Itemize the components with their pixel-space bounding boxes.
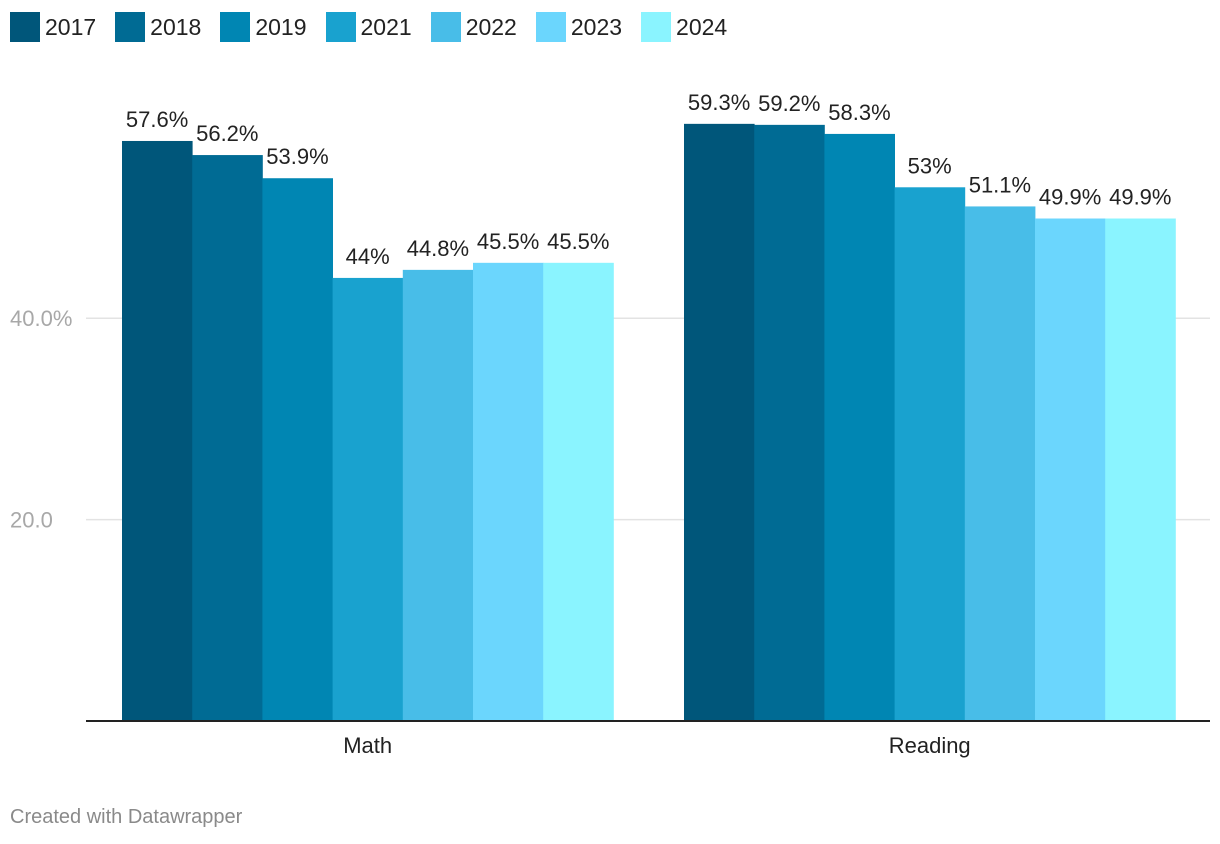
bar-math-2023 (473, 262, 544, 721)
legend-swatch (220, 12, 251, 42)
legend-item-2018: 2018 (115, 12, 201, 42)
y-tick-label: 40.0% (10, 306, 72, 331)
legend-label: 2019 (255, 13, 307, 40)
bar-reading-2019 (824, 133, 895, 721)
bar-chart: 20.0 40.0% 57.6% 56.2% 53.9% 44% 44.8% 45.5% 45.… (10, 90, 1210, 758)
legend-label: 2024 (676, 13, 728, 40)
value-label: 44% (346, 244, 390, 269)
legend-swatch (325, 12, 356, 42)
value-label: 53.9% (266, 144, 328, 169)
bar-reading-2018 (754, 124, 825, 721)
legend-swatch (115, 12, 146, 42)
x-category-label: Math (343, 733, 392, 758)
value-label: 58.3% (828, 100, 890, 125)
value-label: 45.5% (547, 229, 609, 254)
legend-item-2017: 2017 (10, 12, 96, 42)
bar-math-2017 (122, 140, 193, 721)
y-tick-label: 20.0 (10, 508, 53, 533)
legend-item-2019: 2019 (220, 12, 307, 42)
legend-label: 2022 (465, 13, 517, 40)
datawrapper-credit: Created with Datawrapper (10, 806, 243, 828)
legend-label: 2018 (150, 13, 202, 40)
bar-reading-2017 (684, 123, 755, 721)
value-label: 53% (908, 153, 952, 178)
legend-item-2021: 2021 (325, 12, 412, 42)
legend-item-2022: 2022 (430, 12, 517, 42)
value-label: 57.6% (126, 107, 188, 132)
x-category-label: Reading (889, 733, 971, 758)
value-label: 44.8% (407, 236, 469, 261)
value-label: 59.2% (758, 91, 820, 116)
bar-math-2022 (402, 269, 474, 721)
value-label: 49.9% (1039, 185, 1101, 210)
legend-label: 2021 (360, 13, 412, 40)
bar-math-2019 (262, 178, 333, 722)
legend-swatch (641, 12, 672, 42)
value-label: 59.3% (688, 90, 750, 115)
value-label: 56.2% (196, 121, 258, 146)
legend-swatch (430, 12, 461, 42)
legend-label: 2017 (45, 13, 97, 40)
bar-reading-2023 (1035, 218, 1106, 721)
bar-math-2021 (332, 277, 404, 721)
legend-swatch (10, 12, 40, 42)
chart-legend: 2017 2018 2019 2021 2022 2023 2024 (10, 11, 746, 43)
value-label: 45.5% (477, 229, 539, 254)
legend-item-2023: 2023 (535, 12, 623, 42)
value-label: 51.1% (969, 172, 1031, 197)
value-label: 49.9% (1109, 185, 1171, 210)
legend-swatch (535, 12, 566, 42)
bar-math-2024 (543, 262, 614, 721)
bar-reading-2024 (1105, 218, 1176, 721)
bar-reading-2021 (894, 187, 966, 722)
bar-reading-2022 (964, 206, 1036, 722)
bar-math-2018 (192, 155, 263, 722)
legend-label: 2023 (570, 13, 623, 40)
legend-item-2024: 2024 (641, 12, 727, 42)
